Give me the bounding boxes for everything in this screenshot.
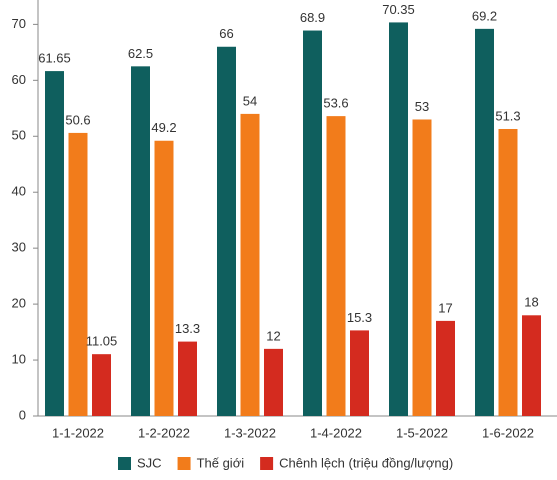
value-label: 51.3	[495, 108, 520, 123]
y-tick-label: 40	[12, 184, 26, 199]
legend-swatch	[118, 457, 131, 470]
bar	[264, 348, 283, 416]
legend-swatch	[260, 457, 274, 470]
bar	[350, 330, 369, 416]
value-label: 13.3	[175, 321, 200, 336]
bar	[240, 113, 260, 416]
value-label: 61.65	[38, 51, 71, 66]
value-label: 12	[266, 328, 280, 343]
bar	[45, 71, 64, 416]
value-label: 54	[243, 93, 257, 108]
value-label: 50.6	[65, 112, 90, 127]
bar	[389, 22, 408, 417]
y-tick-label: 10	[12, 351, 26, 366]
value-label: 68.9	[300, 10, 325, 25]
value-label: 53	[415, 99, 429, 114]
value-label: 49.2	[151, 120, 176, 135]
y-tick-label: 50	[12, 128, 26, 143]
bar	[498, 128, 518, 416]
legend-label: Thế giới	[197, 455, 245, 470]
value-label: 18	[524, 295, 538, 310]
x-tick-label: 1-2-2022	[138, 425, 190, 440]
bar	[436, 320, 455, 416]
y-tick-label: 0	[19, 407, 26, 422]
legend-label: Chênh lệch (triệu đồng/lượng)	[279, 455, 453, 470]
bar	[522, 315, 541, 416]
x-tick-label: 1-5-2022	[396, 425, 448, 440]
value-label: 53.6	[323, 96, 348, 111]
bar	[154, 140, 174, 416]
bar	[217, 46, 236, 417]
value-label: 66	[219, 26, 233, 41]
bar	[92, 354, 111, 416]
x-tick-label: 1-4-2022	[310, 425, 362, 440]
y-tick-label: 60	[12, 72, 26, 87]
value-label: 70.35	[382, 2, 415, 17]
legend-label: SJC	[137, 455, 162, 470]
value-label: 69.2	[472, 8, 497, 23]
bar	[178, 341, 197, 416]
bar	[412, 119, 432, 417]
y-tick-label: 20	[12, 296, 26, 311]
bar	[303, 30, 322, 416]
bar	[326, 116, 346, 416]
x-tick-label: 1-3-2022	[224, 425, 276, 440]
y-tick-label: 70	[12, 16, 26, 31]
bar	[475, 28, 494, 416]
bar	[68, 132, 88, 416]
x-tick-label: 1-1-2022	[52, 425, 104, 440]
value-label: 15.3	[347, 310, 372, 325]
value-label: 17	[438, 300, 452, 315]
y-tick-label: 30	[12, 240, 26, 255]
legend-swatch	[177, 457, 191, 470]
bar	[131, 66, 150, 417]
x-tick-label: 1-6-2022	[482, 425, 534, 440]
value-label: 62.5	[128, 46, 153, 61]
value-label: 11.05	[86, 334, 118, 349]
